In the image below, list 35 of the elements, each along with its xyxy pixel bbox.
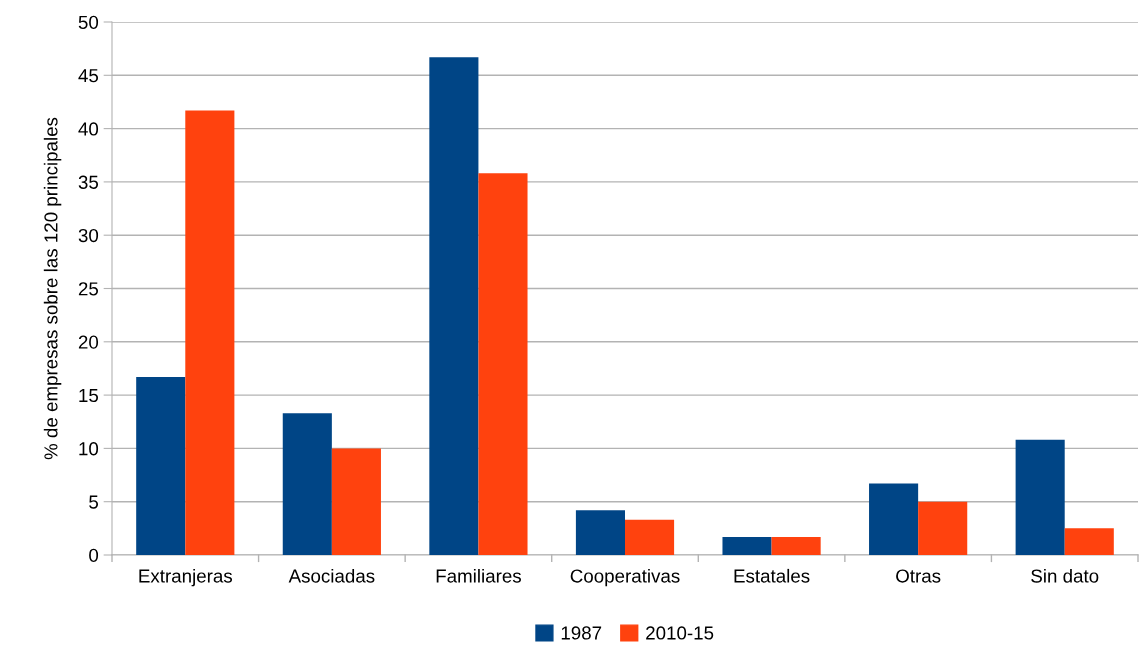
- y-tick-label: 25: [78, 282, 99, 296]
- bar: [1064, 528, 1114, 555]
- y-axis-title: % de empresas sobre las 120 principales: [43, 117, 62, 460]
- bar: [625, 519, 675, 555]
- y-tick-label: 45: [78, 69, 99, 83]
- x-tick-label: Cooperativas: [570, 568, 680, 587]
- x-tick-label: Asociadas: [288, 568, 375, 583]
- y-tick-label: 20: [78, 335, 99, 349]
- y-tick-label: 10: [79, 442, 99, 456]
- bar: [331, 448, 381, 555]
- bar: [722, 536, 772, 555]
- legend-label: 2010-15: [646, 626, 714, 640]
- y-tick-label: 35: [78, 175, 99, 189]
- y-tick-label: 0: [89, 548, 99, 562]
- bar: [575, 510, 625, 555]
- legend-label: 1987: [561, 626, 602, 640]
- bar: [136, 376, 186, 555]
- bar: [918, 501, 968, 555]
- y-tick-label: 50: [78, 15, 99, 29]
- y-tick-label: 5: [89, 495, 99, 509]
- bar: [478, 173, 528, 555]
- bar: [869, 483, 919, 555]
- x-tick-label: Estatales: [734, 568, 810, 583]
- bar: [771, 536, 821, 555]
- x-tick-label: Sin dato: [1031, 568, 1099, 583]
- bar: [429, 57, 479, 555]
- bar: [282, 413, 332, 555]
- bar: [185, 110, 235, 555]
- bar: [1015, 439, 1065, 555]
- x-tick-label: Familiares: [436, 568, 521, 583]
- y-tick-label: 15: [79, 388, 99, 403]
- x-tick-label: Extranjeras: [139, 568, 233, 587]
- y-tick-label: 40: [78, 122, 99, 136]
- x-tick-label: Otras: [896, 569, 941, 583]
- y-tick-label: 30: [78, 228, 99, 243]
